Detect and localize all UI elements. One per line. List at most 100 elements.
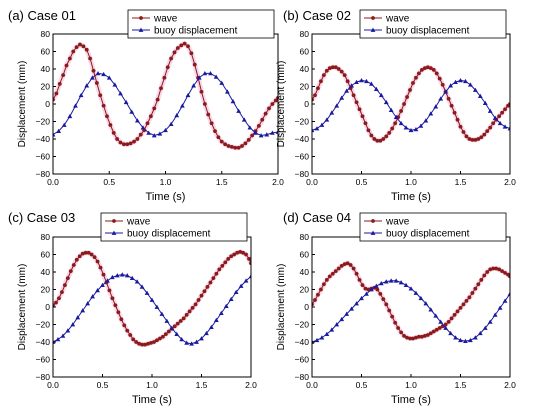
- wave-point: [57, 296, 61, 301]
- wave-point: [494, 266, 499, 271]
- buoy-point: [179, 336, 185, 342]
- wave-point: [491, 121, 496, 126]
- y-tick-label: −80: [36, 169, 51, 179]
- buoy-point: [408, 127, 414, 133]
- wave-point: [86, 250, 91, 255]
- legend-label: buoy displacement: [127, 229, 211, 240]
- legend-label: buoy displacement: [386, 26, 470, 37]
- wave-point: [273, 98, 278, 103]
- buoy-point: [114, 273, 120, 278]
- wave-point: [485, 270, 490, 274]
- buoy-point: [443, 325, 449, 330]
- buoy-point: [463, 78, 468, 84]
- buoy-point: [487, 108, 493, 113]
- plot-frame: [311, 33, 511, 175]
- buoy-point: [55, 336, 61, 342]
- wave-point: [101, 272, 106, 277]
- buoy-point: [139, 284, 145, 289]
- y-tick-label: −80: [295, 372, 310, 382]
- wave-point: [464, 298, 469, 303]
- wave-point: [148, 114, 153, 119]
- wave-point: [500, 269, 504, 274]
- y-tick-label: 0: [45, 302, 50, 312]
- wave-point: [110, 296, 115, 301]
- wave-point: [333, 65, 338, 70]
- buoy-point: [269, 130, 275, 135]
- panel-title: (a) Case 01: [8, 8, 76, 23]
- wave-point: [128, 141, 133, 146]
- wave-point: [229, 144, 234, 149]
- x-tick-label: 0.0: [306, 380, 318, 390]
- legend-marker: [112, 219, 116, 223]
- wave-point: [316, 292, 320, 297]
- buoy-point: [230, 98, 236, 104]
- buoy-point: [70, 322, 76, 327]
- y-tick-label: −60: [36, 152, 51, 162]
- buoy-point: [84, 83, 90, 88]
- buoy-point: [507, 126, 510, 131]
- buoy-point: [373, 283, 379, 288]
- wave-point: [431, 67, 436, 72]
- wave-point: [250, 133, 255, 138]
- wave-point: [91, 68, 96, 73]
- wave-point: [402, 102, 406, 106]
- buoy-point: [502, 124, 508, 129]
- wave-point: [121, 142, 126, 147]
- y-tick-label: 0: [304, 302, 309, 312]
- wave-point: [54, 300, 58, 305]
- y-tick-label: 60: [300, 47, 310, 57]
- wave-point: [187, 309, 192, 314]
- buoy-point: [319, 335, 325, 340]
- buoy-point: [359, 77, 364, 83]
- buoy-point: [157, 131, 163, 136]
- wave-point: [345, 79, 350, 84]
- wave-point: [464, 134, 469, 139]
- x-tick-label: 1.0: [146, 380, 158, 390]
- wave-point: [402, 333, 406, 338]
- wave-point: [131, 337, 136, 342]
- wave-point: [378, 138, 383, 143]
- buoy-point: [106, 75, 112, 80]
- wave-point: [135, 137, 140, 141]
- buoy-point: [65, 328, 71, 333]
- wave-point: [351, 93, 356, 98]
- wave-point: [125, 142, 130, 147]
- panel-title: (d) Case 04: [283, 210, 351, 225]
- wave-point: [160, 334, 165, 339]
- wave-point: [357, 277, 362, 282]
- wave-point: [419, 334, 424, 339]
- y-tick-label: 80: [300, 232, 310, 242]
- buoy-point: [433, 313, 439, 318]
- wave-point: [57, 81, 62, 86]
- wave-point: [375, 138, 380, 143]
- buoy-point: [344, 88, 350, 93]
- wave-point: [199, 293, 204, 298]
- buoy-point: [373, 86, 379, 92]
- wave-point: [440, 82, 445, 87]
- x-tick-label: 0.5: [356, 380, 368, 390]
- legend-label: wave: [153, 14, 178, 25]
- buoy-point: [101, 71, 107, 77]
- wave-point: [354, 100, 359, 105]
- wave-point: [500, 110, 504, 115]
- wave-point: [384, 302, 389, 307]
- buoy-point: [418, 295, 424, 301]
- x-tick-label: 2.0: [245, 380, 257, 390]
- buoy-point: [112, 82, 118, 87]
- wave-point: [235, 250, 240, 255]
- buoy-point: [67, 113, 73, 119]
- wave-point: [458, 124, 463, 129]
- buoy-point: [408, 286, 414, 291]
- legend-marker: [111, 230, 117, 235]
- wave-point: [417, 334, 421, 339]
- buoy-point: [423, 118, 429, 123]
- buoy-point: [453, 79, 458, 85]
- wave-point: [216, 135, 221, 140]
- wave-point: [414, 335, 418, 340]
- wave-point: [428, 331, 433, 336]
- buoy-point: [90, 294, 95, 299]
- wave-point: [381, 297, 386, 302]
- buoy-point: [164, 318, 170, 323]
- wave-point: [88, 56, 93, 61]
